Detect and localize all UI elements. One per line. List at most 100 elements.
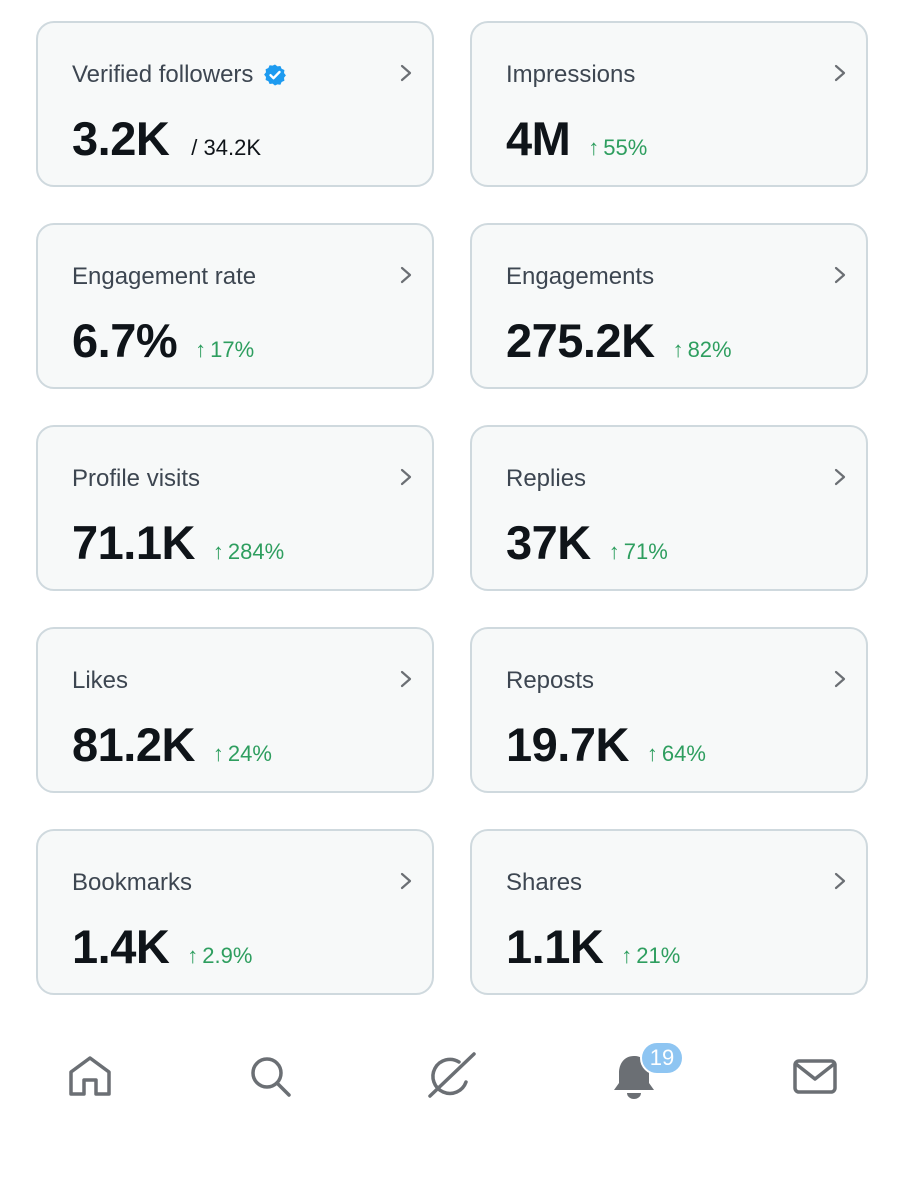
delta-value: 2.9%	[202, 943, 253, 968]
arrow-up-icon: ↑	[588, 135, 600, 160]
card-label: Replies	[506, 465, 586, 493]
metric-value: 4M	[506, 112, 571, 165]
delta-value: 21%	[636, 943, 681, 968]
metric-delta: ↑ 21%	[621, 943, 680, 969]
delta-value: 71%	[623, 539, 668, 564]
card-label: Bookmarks	[72, 869, 192, 897]
grok-icon	[428, 1052, 476, 1098]
chevron-right-icon	[400, 670, 412, 688]
metric-value: 81.2K	[72, 718, 195, 771]
notification-count-badge: 19	[640, 1041, 684, 1075]
bottom-tab-bar	[0, 1030, 904, 1130]
card-label: Shares	[506, 869, 582, 897]
chevron-right-icon	[834, 64, 846, 82]
card-label-text: Engagements	[506, 263, 655, 290]
card-shares[interactable]: Shares 1.1K ↑ 21%	[470, 829, 868, 995]
card-label-text: Replies	[506, 465, 587, 492]
metric-value: 6.7%	[72, 314, 178, 367]
tab-grok[interactable]	[426, 1050, 478, 1102]
card-label-text: Bookmarks	[72, 869, 193, 896]
card-label-text: Impressions	[506, 61, 636, 88]
card-metric-row: 6.7% ↑ 17%	[72, 313, 254, 368]
tab-search[interactable]	[244, 1050, 296, 1102]
card-label-text: Profile visits	[72, 465, 201, 492]
chevron-right-icon	[834, 670, 846, 688]
arrow-up-icon: ↑	[621, 943, 633, 968]
card-engagement-rate[interactable]: Engagement rate 6.7% ↑ 17%	[36, 223, 434, 389]
delta-value: 284%	[227, 539, 285, 564]
card-replies[interactable]: Replies 37K ↑ 71%	[470, 425, 868, 591]
envelope-icon	[793, 1059, 837, 1094]
card-reposts[interactable]: Reposts 19.7K ↑ 64%	[470, 627, 868, 793]
card-metric-row: 1.1K ↑ 21%	[506, 919, 680, 974]
metric-delta: ↑ 64%	[647, 741, 706, 767]
metric-value: 1.1K	[506, 920, 604, 973]
card-label: Engagements	[506, 263, 654, 291]
arrow-up-icon: ↑	[646, 741, 658, 766]
delta-value: 64%	[661, 741, 706, 766]
card-label-text: Reposts	[506, 667, 595, 694]
metric-delta: ↑ 71%	[609, 539, 668, 565]
card-label: Verified followers	[72, 61, 287, 89]
delta-value: 82%	[687, 337, 732, 362]
metric-value: 1.4K	[72, 920, 170, 973]
verified-badge-icon	[264, 64, 287, 86]
metric-total: / 34.2K	[191, 135, 261, 160]
card-metric-row: 71.1K ↑ 284%	[72, 515, 284, 570]
tab-messages[interactable]	[789, 1050, 841, 1102]
card-metric-row: 275.2K ↑ 82%	[506, 313, 732, 368]
card-metric-row: 19.7K ↑ 64%	[506, 717, 706, 772]
card-profile-visits[interactable]: Profile visits 71.1K ↑ 284%	[36, 425, 434, 591]
chevron-right-icon	[400, 468, 412, 486]
card-verified-followers[interactable]: Verified followers 3.2K / 34.2K	[36, 21, 434, 187]
metric-value: 71.1K	[72, 516, 195, 569]
card-metric-row: 81.2K ↑ 24%	[72, 717, 272, 772]
metric-value: 275.2K	[506, 314, 655, 367]
arrow-up-icon: ↑	[195, 337, 207, 362]
card-metric-row: 4M ↑ 55%	[506, 111, 647, 166]
delta-value: 17%	[210, 337, 255, 362]
arrow-up-icon: ↑	[212, 539, 224, 564]
delta-value: 24%	[227, 741, 272, 766]
chevron-right-icon	[400, 266, 412, 284]
arrow-up-icon: ↑	[608, 539, 620, 564]
chevron-right-icon	[834, 468, 846, 486]
search-icon	[251, 1057, 291, 1097]
card-label-text: Engagement rate	[72, 263, 257, 290]
metric-delta: ↑ 2.9%	[187, 943, 252, 969]
metric-value: 37K	[506, 516, 591, 569]
card-label-text: Shares	[506, 869, 583, 896]
metric-value: 19.7K	[506, 718, 629, 771]
card-impressions[interactable]: Impressions 4M ↑ 55%	[470, 21, 868, 187]
metric-delta: ↑ 17%	[195, 337, 254, 363]
chevron-right-icon	[834, 266, 846, 284]
card-label: Impressions	[506, 61, 635, 89]
metric-delta: ↑ 55%	[588, 135, 647, 161]
home-icon	[69, 1056, 111, 1096]
card-label-text: Likes	[72, 667, 129, 694]
card-label: Likes	[72, 667, 128, 695]
arrow-up-icon: ↑	[212, 741, 224, 766]
card-label: Engagement rate	[72, 263, 256, 291]
chevron-right-icon	[400, 872, 412, 890]
metric-delta: ↑ 82%	[673, 337, 732, 363]
analytics-grid: Verified followers 3.2K / 34.2K Impressi…	[36, 21, 868, 995]
card-metric-row: 1.4K ↑ 2.9%	[72, 919, 252, 974]
card-label-text: Verified followers	[72, 61, 254, 88]
card-label: Profile visits	[72, 465, 200, 493]
arrow-up-icon: ↑	[187, 943, 199, 968]
tab-home[interactable]	[64, 1050, 116, 1102]
card-label: Reposts	[506, 667, 594, 695]
arrow-up-icon: ↑	[672, 337, 684, 362]
chevron-right-icon	[400, 64, 412, 82]
card-metric-row: 37K ↑ 71%	[506, 515, 668, 570]
chevron-right-icon	[834, 872, 846, 890]
card-metric-row: 3.2K / 34.2K	[72, 111, 261, 166]
card-bookmarks[interactable]: Bookmarks 1.4K ↑ 2.9%	[36, 829, 434, 995]
card-likes[interactable]: Likes 81.2K ↑ 24%	[36, 627, 434, 793]
metric-delta: ↑ 24%	[213, 741, 272, 767]
metric-value: 3.2K	[72, 112, 170, 165]
metric-delta: ↑ 284%	[213, 539, 284, 565]
card-engagements[interactable]: Engagements 275.2K ↑ 82%	[470, 223, 868, 389]
delta-value: 55%	[603, 135, 648, 160]
